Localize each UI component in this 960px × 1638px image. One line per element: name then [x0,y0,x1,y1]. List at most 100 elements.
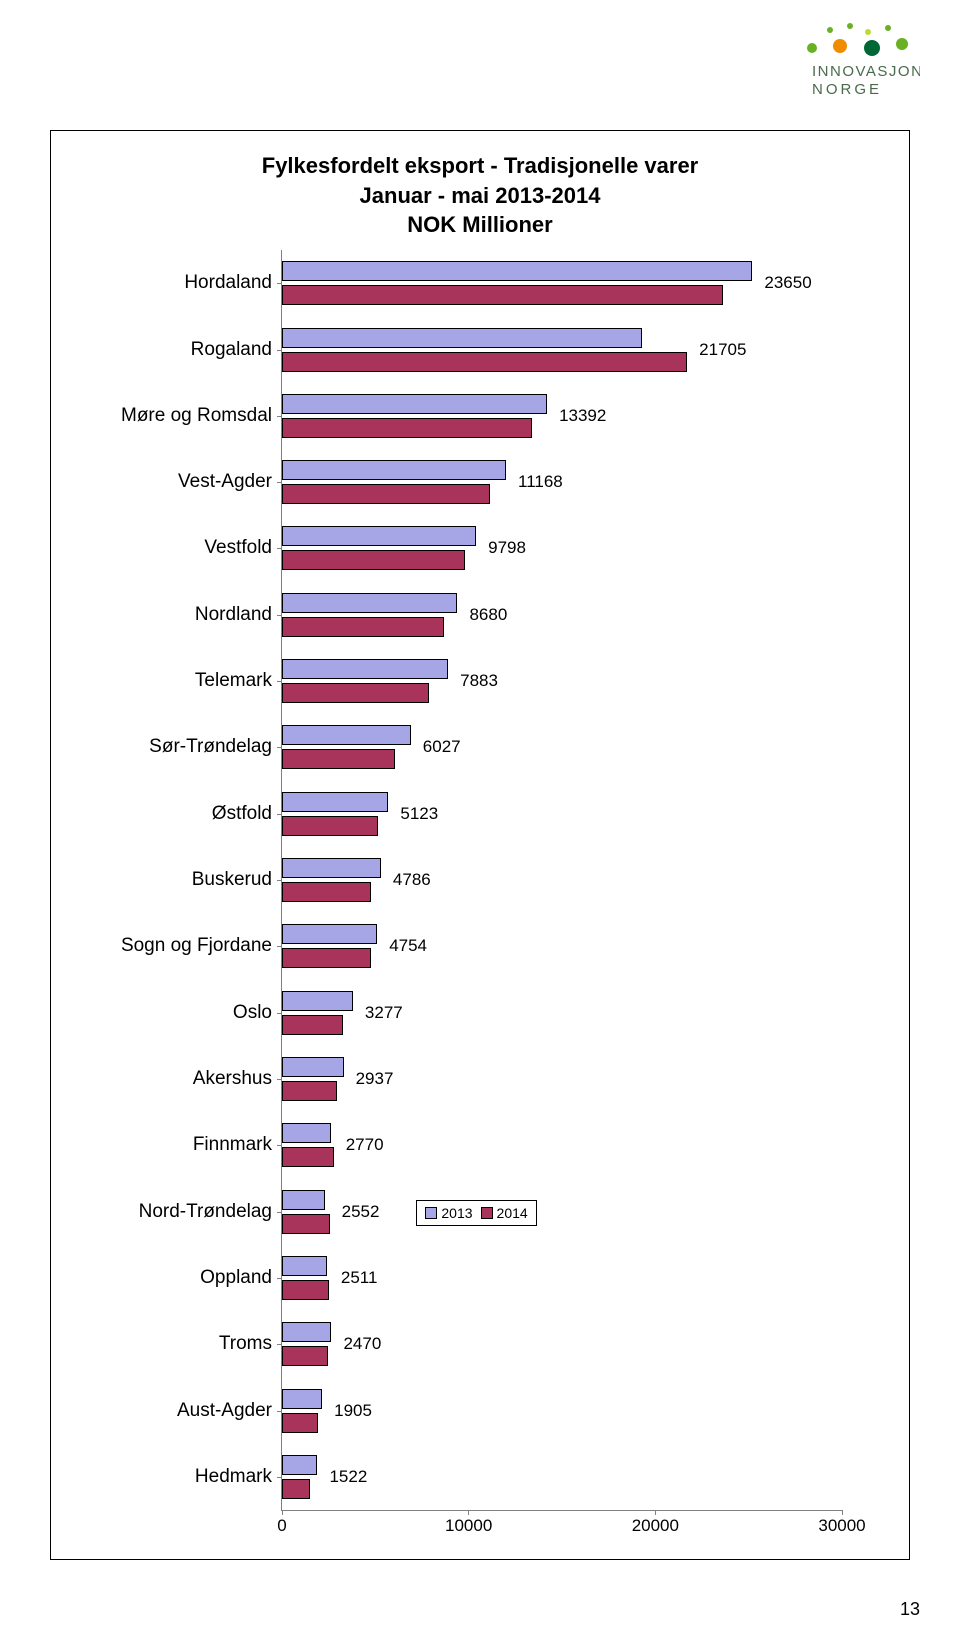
category-label: Sør-Trøndelag [82,736,282,758]
bar-2013 [282,394,547,414]
bar-row: Møre og Romsdal13392 [282,387,842,445]
title-line-3: NOK Millioner [81,210,879,240]
title-line-1: Fylkesfordelt eksport - Tradisjonelle va… [81,151,879,181]
chart-title: Fylkesfordelt eksport - Tradisjonelle va… [81,151,879,240]
bar-row: Sogn og Fjordane4754 [282,917,842,975]
x-tick-label: 0 [277,1516,286,1536]
bar-2014 [282,1479,310,1499]
category-label: Finnmark [82,1134,282,1156]
logo: INNOVASJON NORGE [750,20,920,110]
bar-row: Hedmark1522 [282,1448,842,1506]
value-label: 2470 [337,1334,381,1354]
bar-row: Aust-Agder1905 [282,1381,842,1439]
value-label: 4754 [383,936,427,956]
value-label: 1522 [323,1467,367,1487]
legend: 2013 2014 [416,1200,536,1226]
bar-2013 [282,924,377,944]
bar-2014 [282,1015,343,1035]
logo-text-bottom: NORGE [812,81,882,98]
category-label: Hordaland [82,272,282,294]
bar-row: Østfold5123 [282,785,842,843]
bar-2014 [282,882,371,902]
bar-row: Oslo3277 [282,984,842,1042]
bar-2013 [282,1322,331,1342]
value-label: 4786 [387,870,431,890]
value-label: 7883 [454,671,498,691]
legend-swatch [481,1207,493,1219]
bar-2013 [282,1389,322,1409]
bar-2013 [282,725,411,745]
x-tick-label: 10000 [445,1516,492,1536]
bar-2014 [282,1413,318,1433]
bar-2013 [282,659,448,679]
bar-2014 [282,816,378,836]
bar-row: Troms2470 [282,1315,842,1373]
value-label: 2937 [350,1069,394,1089]
bar-2014 [282,617,444,637]
bar-2013 [282,1190,325,1210]
bar-2014 [282,484,490,504]
chart-container: Fylkesfordelt eksport - Tradisjonelle va… [50,130,910,1560]
bar-2013 [282,261,752,281]
legend-swatch [425,1207,437,1219]
plot-area: Hordaland23650 Rogaland21705 Møre og Romsd… [281,250,842,1511]
bar-2014 [282,948,371,968]
value-label: 1905 [328,1401,372,1421]
bar-2014 [282,1081,337,1101]
bar-2014 [282,285,723,305]
bar-row: Akershus2937 [282,1050,842,1108]
title-line-2: Januar - mai 2013-2014 [81,181,879,211]
page-number: 13 [900,1599,920,1620]
bar-2014 [282,550,465,570]
bar-2014 [282,683,429,703]
category-label: Telemark [82,670,282,692]
bar-row: Vest-Agder11168 [282,453,842,511]
category-label: Troms [82,1333,282,1355]
category-label: Møre og Romsdal [82,405,282,427]
bar-row: Vestfold9798 [282,519,842,577]
x-tick-label: 20000 [632,1516,679,1536]
bar-2014 [282,418,532,438]
category-label: Sogn og Fjordane [82,935,282,957]
bar-2013 [282,792,388,812]
value-label: 6027 [417,737,461,757]
bar-2013 [282,1256,327,1276]
legend-item: 2014 [481,1205,528,1221]
bar-2013 [282,1057,344,1077]
bar-2013 [282,1455,317,1475]
bar-row: Nord-Trøndelag2552 [282,1182,842,1240]
bar-row: Telemark7883 [282,652,842,710]
value-label: 2511 [335,1268,378,1288]
category-label: Akershus [82,1068,282,1090]
legend-label: 2014 [497,1205,528,1221]
bar-2014 [282,352,687,372]
bar-row: Oppland2511 [282,1249,842,1307]
category-label: Buskerud [82,869,282,891]
category-label: Oslo [82,1002,282,1024]
category-label: Nordland [82,604,282,626]
logo-text-top: INNOVASJON [812,63,920,80]
category-label: Rogaland [82,339,282,361]
bar-2013 [282,460,506,480]
bar-2013 [282,328,642,348]
bar-2014 [282,1346,328,1366]
value-label: 5123 [394,804,438,824]
bar-row: Hordaland23650 [282,254,842,312]
category-label: Vest-Agder [82,471,282,493]
value-label: 8680 [463,605,507,625]
bar-row: Nordland8680 [282,586,842,644]
bar-row: Rogaland21705 [282,320,842,378]
value-label: 13392 [553,406,606,426]
legend-label: 2013 [441,1205,472,1221]
category-label: Oppland [82,1267,282,1289]
bar-2013 [282,526,476,546]
value-label: 9798 [482,538,526,558]
category-label: Hedmark [82,1466,282,1488]
bar-row: Buskerud4786 [282,851,842,909]
value-label: 2552 [336,1202,380,1222]
value-label: 11168 [512,472,563,492]
x-tick-label: 30000 [818,1516,865,1536]
bar-2014 [282,1280,329,1300]
bar-2013 [282,593,457,613]
bar-2013 [282,991,353,1011]
